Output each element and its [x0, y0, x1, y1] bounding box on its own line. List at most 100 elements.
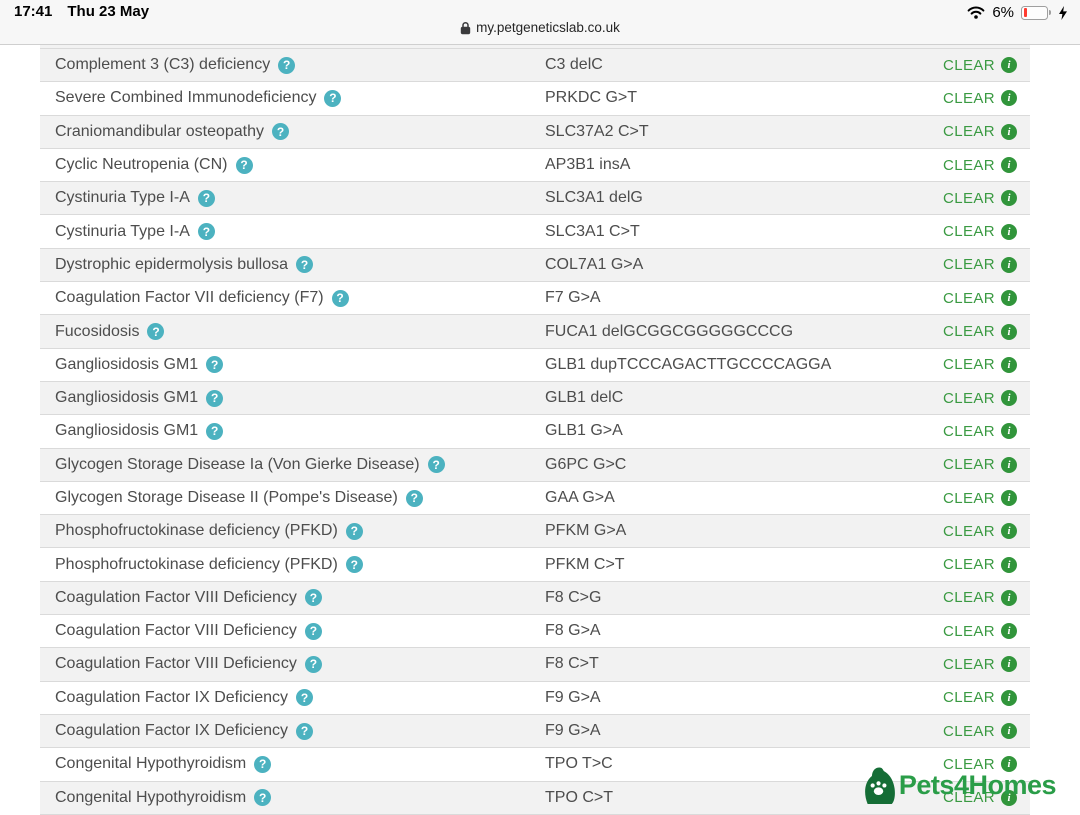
help-icon[interactable]: ? [405, 489, 423, 507]
disease-cell: Craniomandibular osteopathy ? [40, 123, 545, 141]
info-icon[interactable]: i [1001, 589, 1017, 606]
info-icon[interactable]: i [1001, 556, 1017, 573]
help-icon[interactable]: ? [197, 189, 215, 207]
result-cell: CLEAR i [943, 789, 1030, 806]
result-status-label: CLEAR [942, 422, 995, 440]
gene-variant: GAA G>A [545, 489, 615, 506]
info-icon[interactable]: i [1001, 190, 1017, 207]
disease-name: Congenital Hypothyroidism [55, 755, 247, 773]
result-status-label: CLEAR [942, 622, 995, 640]
info-icon[interactable]: i [1001, 290, 1017, 307]
disease-cell: Glycogen Storage Disease II (Pompe's Dis… [40, 489, 545, 507]
result-cell: CLEAR i [943, 323, 1030, 340]
help-icon[interactable]: ? [304, 622, 322, 640]
help-icon[interactable]: ? [345, 556, 363, 574]
result-status-label: CLEAR [942, 223, 995, 241]
gene-variant: PFKM C>T [545, 555, 625, 573]
disease-cell: Cystinuria Type I-A ? [40, 189, 545, 207]
disease-name: Gangliosidosis GM1 [55, 422, 199, 440]
help-icon[interactable]: ? [206, 389, 224, 407]
disease-cell: Cystinuria Type I-A ? [40, 223, 545, 241]
disease-cell: Coagulation Factor VII deficiency (F7) ? [40, 289, 545, 307]
result-cell: CLEAR i [943, 57, 1030, 74]
help-icon[interactable]: ? [295, 256, 313, 274]
result-cell: CLEAR i [943, 656, 1030, 673]
help-icon[interactable]: ? [206, 356, 224, 374]
info-icon[interactable]: i [1001, 656, 1017, 673]
disease-name: Craniomandibular osteopathy [55, 122, 265, 140]
disease-name: Gangliosidosis GM1 [55, 389, 199, 407]
result-status-label: CLEAR [942, 655, 995, 673]
lock-icon [460, 21, 471, 35]
info-icon[interactable]: i [1001, 623, 1017, 640]
info-icon[interactable]: i [1001, 256, 1017, 273]
gene-variant: GLB1 delC [545, 389, 624, 407]
info-icon[interactable]: i [1001, 323, 1017, 340]
info-icon[interactable]: i [1001, 756, 1017, 773]
help-icon[interactable]: ? [427, 456, 445, 474]
disease-name: Congenital Hypothyroidism [55, 788, 247, 806]
result-status-label: CLEAR [942, 256, 995, 274]
help-icon[interactable]: ? [254, 755, 272, 773]
help-icon[interactable]: ? [235, 156, 253, 174]
help-icon[interactable]: ? [296, 722, 313, 740]
info-icon[interactable]: i [1001, 157, 1017, 174]
disease-cell: Coagulation Factor VIII Deficiency ? [40, 589, 545, 607]
info-icon[interactable]: i [1001, 90, 1017, 107]
help-icon[interactable]: ? [324, 89, 342, 107]
disease-cell: Coagulation Factor IX Deficiency ? [40, 689, 545, 707]
info-icon[interactable]: i [1001, 57, 1017, 74]
result-status-label: CLEAR [942, 156, 995, 174]
gene-variant: SLC37A2 C>T [545, 122, 649, 140]
table-row: Fucosidosis ? FUCA1 delGCGGCGGGGGCCCG CL… [40, 315, 1030, 349]
disease-name: Complement 3 (C3) deficiency [55, 56, 271, 74]
gene-variant: F7 G>A [545, 289, 601, 307]
result-status-label: CLEAR [942, 789, 995, 807]
url-bar[interactable]: my.petgeneticslab.co.uk [0, 20, 1080, 38]
disease-name: Coagulation Factor VIII Deficiency [55, 588, 297, 606]
info-icon[interactable]: i [1001, 523, 1017, 540]
help-icon[interactable]: ? [345, 522, 363, 540]
disease-cell: Cyclic Neutropenia (CN) ? [40, 156, 545, 174]
disease-name: Coagulation Factor VIII Deficiency [55, 622, 297, 640]
disease-name: Glycogen Storage Disease Ia (Von Gierke … [55, 455, 420, 473]
gene-variant: TPO C>T [545, 788, 614, 806]
table-row: Gangliosidosis GM1 ? GLB1 delC CLEAR i [40, 381, 1030, 416]
info-icon[interactable]: i [1001, 390, 1017, 407]
table-row: Coagulation Factor VII deficiency (F7) ?… [40, 282, 1030, 316]
help-icon[interactable]: ? [147, 323, 165, 341]
table-row: Cystinuria Type I-A ? SLC3A1 delG CLEAR … [40, 182, 1030, 216]
disease-cell: Gangliosidosis GM1 ? [40, 422, 545, 440]
info-icon[interactable]: i [1001, 490, 1017, 506]
info-icon[interactable]: i [1001, 689, 1017, 706]
info-icon[interactable]: i [1001, 123, 1017, 140]
info-icon[interactable]: i [1001, 456, 1017, 473]
gene-variant: COL7A1 G>A [545, 255, 644, 273]
gene-variant: F9 G>A [545, 722, 601, 740]
help-icon[interactable]: ? [331, 289, 349, 307]
info-icon[interactable]: i [1001, 423, 1017, 440]
help-icon[interactable]: ? [296, 689, 313, 707]
help-icon[interactable]: ? [272, 123, 290, 141]
info-icon[interactable]: i [1001, 723, 1017, 740]
info-icon[interactable]: i [1001, 356, 1017, 373]
help-icon[interactable]: ? [278, 56, 296, 74]
gene-variant: AP3B1 insA [545, 156, 631, 174]
info-icon[interactable]: i [1001, 789, 1017, 806]
pets4homes-logo-icon [861, 766, 897, 804]
help-icon[interactable]: ? [304, 655, 322, 673]
result-status-label: CLEAR [942, 489, 995, 507]
result-cell: CLEAR i [943, 290, 1030, 307]
help-icon[interactable]: ? [206, 422, 224, 440]
help-icon[interactable]: ? [197, 223, 215, 241]
table-row: Congenital Hypothyroidism ? TPO C>T CLEA… [40, 781, 1030, 815]
info-icon[interactable]: i [1001, 223, 1017, 240]
result-cell: CLEAR i [943, 223, 1030, 240]
help-icon[interactable]: ? [254, 789, 272, 807]
table-row: Coagulation Factor IX Deficiency ? F9 G>… [40, 681, 1030, 715]
help-icon[interactable]: ? [304, 589, 322, 607]
result-cell: CLEAR i [943, 623, 1030, 640]
result-status-label: CLEAR [942, 123, 995, 141]
result-cell: CLEAR i [943, 556, 1030, 573]
disease-cell: Severe Combined Immunodeficiency ? [40, 89, 545, 107]
